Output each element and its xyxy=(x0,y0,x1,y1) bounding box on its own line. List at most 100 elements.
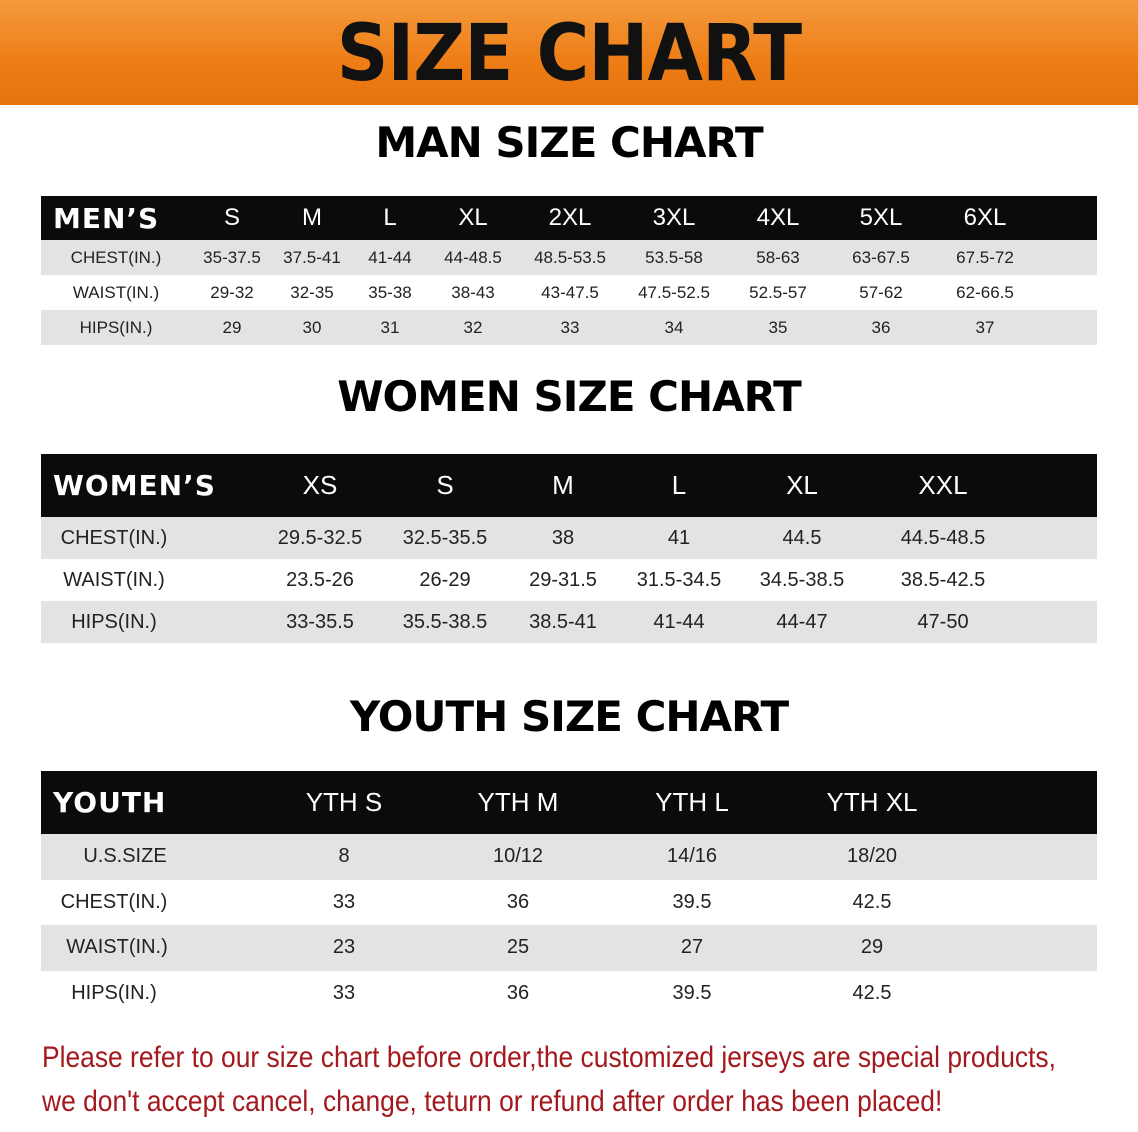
table-row: CHEST(IN.) 29.5-32.5 32.5-35.5 38 41 44.5 44.5… xyxy=(41,517,1097,559)
measurement-value: 8 xyxy=(338,845,350,868)
measurement-label: WAIST(IN.) xyxy=(63,568,165,591)
measurement-value: 53.5-58 xyxy=(645,247,703,267)
measurement-value: 35 xyxy=(768,317,788,337)
table-row: CHEST(IN.) 33 36 39.5 42.5 xyxy=(41,879,1097,925)
measurement-value: 29-31.5 xyxy=(529,568,597,591)
size-header: L xyxy=(671,470,687,500)
measurement-value: 44.5-48.5 xyxy=(900,526,986,549)
measurement-value: 43-47.5 xyxy=(541,282,599,302)
size-header: YTH M xyxy=(477,787,559,817)
men-size-table: MEN’S S M L XL 2XL 3XL 4XL 5XL 6XL CHEST(IN.) 35-37… xyxy=(41,196,1097,345)
measurement-value: 37 xyxy=(975,317,995,337)
measurement-value: 39.5 xyxy=(672,890,712,913)
measurement-value: 47.5-52.5 xyxy=(638,282,710,302)
measurement-value: 44-47 xyxy=(776,610,828,633)
measurement-value: 52.5-57 xyxy=(749,282,807,302)
measurement-value: 35.5-38.5 xyxy=(402,610,488,633)
table-row: WAIST(IN.) 23 25 27 29 xyxy=(41,925,1097,971)
measurement-value: 36 xyxy=(871,317,891,337)
size-header: XL xyxy=(786,470,818,500)
measurement-value: 18/20 xyxy=(846,845,898,868)
size-header: 6XL xyxy=(963,204,1007,231)
table-label: WOMEN’S xyxy=(53,469,216,502)
measurement-label: U.S.SIZE xyxy=(83,845,167,868)
size-header: XXL xyxy=(918,470,968,500)
size-header: YTH S xyxy=(305,787,383,817)
size-header: M xyxy=(552,470,574,500)
measurement-value: 37.5-41 xyxy=(283,247,341,267)
measurement-value: 31.5-34.5 xyxy=(636,568,722,591)
measurement-label: HIPS(IN.) xyxy=(71,610,157,633)
measurement-value: 36 xyxy=(506,981,530,1004)
measurement-value: 25 xyxy=(506,936,530,959)
measurement-value: 34 xyxy=(664,317,684,337)
measurement-value: 57-62 xyxy=(859,282,903,302)
note-line-2: we don't accept cancel, change, teturn o… xyxy=(42,1085,943,1118)
measurement-label: WAIST(IN.) xyxy=(66,936,168,959)
measurement-label: HIPS(IN.) xyxy=(71,981,157,1004)
measurement-label: WAIST(IN.) xyxy=(72,282,160,302)
measurement-label: CHEST(IN.) xyxy=(70,247,162,267)
measurement-value: 29 xyxy=(222,317,242,337)
measurement-value: 26-29 xyxy=(419,568,471,591)
measurement-value: 58-63 xyxy=(756,247,800,267)
note-line-1: Please refer to our size chart before or… xyxy=(42,1041,1056,1074)
size-header: YTH XL xyxy=(826,787,918,817)
table-row: U.S.SIZE 8 10/12 14/16 18/20 xyxy=(41,834,1097,880)
men-header-row: MEN’S S M L XL 2XL 3XL 4XL 5XL 6XL xyxy=(41,196,1097,240)
measurement-value: 31 xyxy=(380,317,400,337)
measurement-value: 29 xyxy=(860,936,884,959)
table-row: HIPS(IN.) 29 30 31 32 33 34 35 36 37 xyxy=(41,310,1097,345)
size-chart-banner: SIZE CHART xyxy=(0,0,1138,105)
table-row: WAIST(IN.) 29-32 32-35 35-38 38-43 43-47.5 47.… xyxy=(41,275,1097,310)
order-policy-note: Please refer to our size chart before or… xyxy=(42,1036,1133,1124)
measurement-value: 44-48.5 xyxy=(444,247,502,267)
measurement-value: 10/12 xyxy=(492,845,544,868)
youth-header-row: YOUTH YTH S YTH M YTH L YTH XL xyxy=(41,771,1097,834)
main-title: SIZE CHART xyxy=(336,9,802,99)
measurement-value: 33 xyxy=(560,317,580,337)
women-header-row: WOMEN’S XS S M L XL XXL xyxy=(41,454,1097,517)
measurement-value: 14/16 xyxy=(666,845,718,868)
measurement-value: 62-66.5 xyxy=(956,282,1014,302)
size-header: M xyxy=(302,204,322,231)
size-header: S xyxy=(436,470,454,500)
table-row: CHEST(IN.) 35-37.5 37.5-41 41-44 44-48.5 48.5… xyxy=(41,240,1097,275)
women-size-table: WOMEN’S XS S M L XL XXL CHEST(IN.) 29.5-32.5 32.5… xyxy=(41,454,1097,643)
measurement-value: 38.5-42.5 xyxy=(900,568,986,591)
table-row: HIPS(IN.) 33 36 39.5 42.5 xyxy=(41,970,1097,1016)
measurement-value: 48.5-53.5 xyxy=(534,247,606,267)
table-row: WAIST(IN.) 23.5-26 26-29 29-31.5 31.5-34.5 34… xyxy=(41,559,1097,601)
measurement-value: 29-32 xyxy=(210,282,254,302)
measurement-value: 42.5 xyxy=(852,890,892,913)
measurement-value: 32.5-35.5 xyxy=(402,526,488,549)
measurement-value: 32 xyxy=(463,317,483,337)
measurement-label: CHEST(IN.) xyxy=(60,890,168,913)
measurement-value: 42.5 xyxy=(852,981,892,1004)
measurement-value: 38-43 xyxy=(451,282,495,302)
size-header: XS xyxy=(302,470,338,500)
measurement-label: HIPS(IN.) xyxy=(79,317,153,337)
measurement-value: 41-44 xyxy=(653,610,705,633)
measurement-value: 33 xyxy=(332,890,356,913)
measurement-value: 44.5 xyxy=(782,526,822,549)
measurement-value: 39.5 xyxy=(672,981,712,1004)
measurement-value: 38 xyxy=(551,526,575,549)
measurement-value: 29.5-32.5 xyxy=(277,526,363,549)
size-header: 4XL xyxy=(756,204,800,231)
measurement-value: 27 xyxy=(680,936,704,959)
measurement-value: 63-67.5 xyxy=(852,247,910,267)
size-header: L xyxy=(383,204,397,231)
youth-section-title: YOUTH SIZE CHART xyxy=(349,692,789,741)
table-label: YOUTH xyxy=(53,786,167,819)
measurement-value: 67.5-72 xyxy=(956,247,1014,267)
measurement-value: 32-35 xyxy=(290,282,334,302)
measurement-value: 35-37.5 xyxy=(203,247,261,267)
measurement-value: 33-35.5 xyxy=(286,610,354,633)
measurement-value: 34.5-38.5 xyxy=(759,568,845,591)
size-header: S xyxy=(223,204,241,231)
measurement-value: 23.5-26 xyxy=(286,568,354,591)
measurement-value: 47-50 xyxy=(917,610,969,633)
men-section-title: MAN SIZE CHART xyxy=(375,118,763,167)
women-section-title: WOMEN SIZE CHART xyxy=(337,372,802,421)
